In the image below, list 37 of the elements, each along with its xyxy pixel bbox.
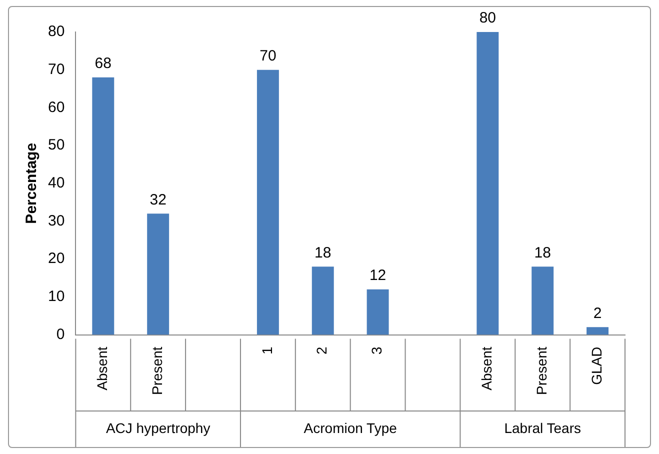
x-tick-label: Present — [148, 346, 165, 395]
x-tick-label: Absent — [478, 346, 495, 390]
data-label: 32 — [150, 191, 166, 208]
y-tick-label: 30 — [48, 212, 65, 230]
y-tick-label: 40 — [48, 174, 65, 192]
x-tick-label: Present — [533, 346, 550, 395]
y-axis-title: Percentage — [23, 142, 40, 224]
data-label: 68 — [94, 55, 112, 72]
data-label: 70 — [260, 47, 276, 64]
x-tick-label: 1 — [258, 346, 275, 355]
x-tick-label: Absent — [94, 346, 110, 390]
bar — [366, 289, 389, 335]
data-label: 80 — [479, 10, 496, 27]
y-tick-label: 50 — [48, 136, 65, 154]
x-tick-label: GLAD — [588, 346, 604, 385]
y-tick-label: 20 — [48, 250, 65, 268]
x-tick-label: 3 — [368, 346, 385, 355]
data-label: 18 — [534, 244, 551, 262]
bar — [532, 266, 554, 335]
bar — [476, 32, 499, 335]
data-label: 12 — [369, 266, 386, 284]
bar — [256, 70, 279, 335]
y-tick-label: 10 — [48, 288, 65, 306]
bar — [147, 214, 170, 335]
data-label: 2 — [593, 304, 602, 322]
bar — [586, 327, 609, 335]
data-label: 18 — [314, 244, 332, 262]
y-tick-label: 60 — [48, 98, 65, 116]
text: Labral Tears — [504, 420, 581, 436]
y-tick-label: 0 — [56, 326, 65, 343]
y-tick-label: 80 — [48, 23, 65, 40]
text: ACJ hypertrophy — [106, 420, 210, 436]
text: Acromion Type — [304, 420, 398, 436]
x-tick-label: 2 — [314, 346, 330, 355]
bar — [312, 266, 334, 335]
y-tick-label: 70 — [48, 60, 65, 78]
bar — [92, 77, 114, 335]
